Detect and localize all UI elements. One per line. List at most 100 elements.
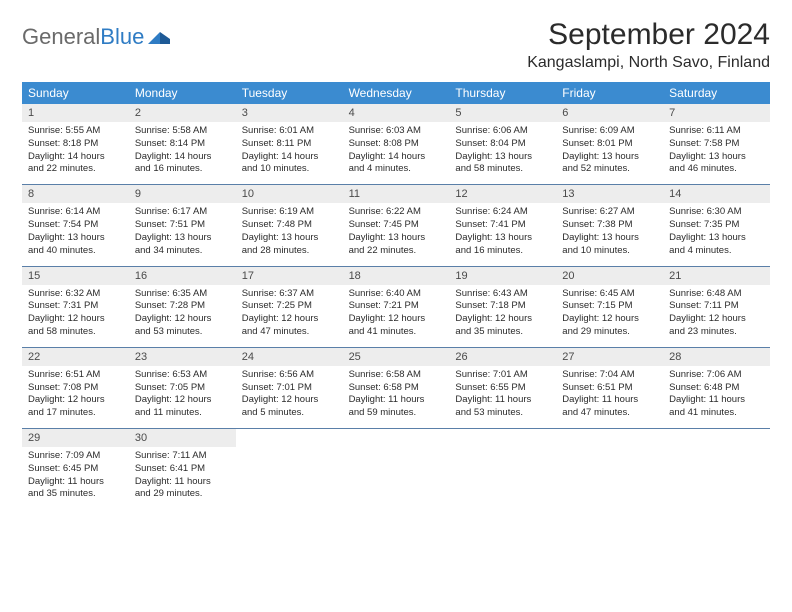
- day-cell: 28Sunrise: 7:06 AMSunset: 6:48 PMDayligh…: [663, 348, 770, 428]
- month-title: September 2024: [527, 18, 770, 52]
- daylight-line-1: Daylight: 11 hours: [135, 476, 230, 489]
- daylight-line-1: Daylight: 14 hours: [135, 151, 230, 164]
- day-body: Sunrise: 7:09 AMSunset: 6:45 PMDaylight:…: [22, 447, 129, 509]
- day-number: 2: [129, 104, 236, 122]
- sunrise-line: Sunrise: 6:35 AM: [135, 288, 230, 301]
- sunset-line: Sunset: 6:41 PM: [135, 463, 230, 476]
- weekday-header: Wednesday: [343, 82, 450, 104]
- day-number: 13: [556, 185, 663, 203]
- day-body: Sunrise: 6:51 AMSunset: 7:08 PMDaylight:…: [22, 366, 129, 428]
- week-row: 15 Sunrise: 6:32 AMSunset: 7:31 PM Dayligh…: [22, 266, 770, 347]
- daylight-line-2: and 29 minutes.: [562, 326, 657, 339]
- day-cell: 1Sunrise: 5:55 AMSunset: 8:18 PMDaylight…: [22, 104, 129, 184]
- day-cell: 8Sunrise: 6:14 AMSunset: 7:54 PMDaylight…: [22, 185, 129, 265]
- sunset-line: Sunset: 6:48 PM: [669, 382, 764, 395]
- day-body: Sunrise: 7:04 AMSunset: 6:51 PMDaylight:…: [556, 366, 663, 428]
- title-block: September 2024 Kangaslampi, North Savo, …: [527, 18, 770, 72]
- sunrise-line: Sunrise: 6:30 AM: [669, 206, 764, 219]
- sunset-line: Sunset: 7:28 PM: [135, 300, 230, 313]
- daylight-line-2: and 58 minutes.: [28, 326, 123, 339]
- day-number: 26: [449, 348, 556, 366]
- day-body: Sunrise: 6:48 AMSunset: 7:11 PMDaylight:…: [663, 285, 770, 347]
- day-cell: 7Sunrise: 6:11 AMSunset: 7:58 PMDaylight…: [663, 104, 770, 184]
- day-number: 25: [343, 348, 450, 366]
- daylight-line-1: Daylight: 11 hours: [349, 394, 444, 407]
- sunset-line: Sunset: 7:54 PM: [28, 219, 123, 232]
- day-number: 3: [236, 104, 343, 122]
- sunrise-line: Sunrise: 6:11 AM: [669, 125, 764, 138]
- day-number: 9: [129, 185, 236, 203]
- sunrise-line: Sunrise: 6:48 AM: [669, 288, 764, 301]
- sunset-line: Sunset: 7:15 PM: [562, 300, 657, 313]
- day-cell: 9Sunrise: 6:17 AMSunset: 7:51 PMDaylight…: [129, 185, 236, 265]
- sunset-line: Sunset: 7:45 PM: [349, 219, 444, 232]
- sunset-line: Sunset: 6:58 PM: [349, 382, 444, 395]
- daylight-line-2: and 16 minutes.: [455, 245, 550, 258]
- daylight-line-2: and 22 minutes.: [349, 245, 444, 258]
- calendar: SundayMondayTuesdayWednesdayThursdayFrid…: [22, 82, 770, 509]
- sunset-line: Sunset: 7:05 PM: [135, 382, 230, 395]
- day-number: 15: [22, 267, 129, 285]
- sunset-line: Sunset: 7:51 PM: [135, 219, 230, 232]
- daylight-line-2: and 17 minutes.: [28, 407, 123, 420]
- day-cell: 23Sunrise: 6:53 AMSunset: 7:05 PMDayligh…: [129, 348, 236, 428]
- sunset-line: Sunset: 7:38 PM: [562, 219, 657, 232]
- sunset-line: Sunset: 8:18 PM: [28, 138, 123, 151]
- daylight-line-1: Daylight: 14 hours: [349, 151, 444, 164]
- day-body: Sunrise: 7:06 AMSunset: 6:48 PMDaylight:…: [663, 366, 770, 428]
- daylight-line-1: Daylight: 12 hours: [349, 313, 444, 326]
- day-cell: 12Sunrise: 6:24 AMSunset: 7:41 PMDayligh…: [449, 185, 556, 265]
- day-number: 16: [129, 267, 236, 285]
- sunrise-line: Sunrise: 6:53 AM: [135, 369, 230, 382]
- day-body: Sunrise: 6:17 AMSunset: 7:51 PMDaylight:…: [129, 203, 236, 265]
- daylight-line-1: Daylight: 12 hours: [135, 394, 230, 407]
- sunset-line: Sunset: 7:08 PM: [28, 382, 123, 395]
- daylight-line-2: and 47 minutes.: [562, 407, 657, 420]
- sunset-line: Sunset: 7:01 PM: [242, 382, 337, 395]
- day-cell: 30Sunrise: 7:11 AMSunset: 6:41 PMDayligh…: [129, 429, 236, 509]
- day-body: Sunrise: 6:37 AMSunset: 7:25 PMDaylight:…: [236, 285, 343, 347]
- sunrise-line: Sunrise: 6:03 AM: [349, 125, 444, 138]
- daylight-line-2: and 41 minutes.: [349, 326, 444, 339]
- daylight-line-1: Daylight: 12 hours: [242, 313, 337, 326]
- daylight-line-2: and 5 minutes.: [242, 407, 337, 420]
- daylight-line-1: Daylight: 13 hours: [135, 232, 230, 245]
- weekday-header: Thursday: [449, 82, 556, 104]
- daylight-line-1: Daylight: 11 hours: [455, 394, 550, 407]
- sunset-line: Sunset: 6:51 PM: [562, 382, 657, 395]
- day-cell: 4Sunrise: 6:03 AMSunset: 8:08 PMDaylight…: [343, 104, 450, 184]
- sunrise-line: Sunrise: 6:14 AM: [28, 206, 123, 219]
- sunrise-line: Sunrise: 5:55 AM: [28, 125, 123, 138]
- daylight-line-1: Daylight: 13 hours: [28, 232, 123, 245]
- sunrise-line: Sunrise: 5:58 AM: [135, 125, 230, 138]
- sunrise-line: Sunrise: 6:51 AM: [28, 369, 123, 382]
- sunrise-line: Sunrise: 6:32 AM: [28, 288, 123, 301]
- sunset-line: Sunset: 7:31 PM: [28, 300, 123, 313]
- day-body: Sunrise: 6:27 AMSunset: 7:38 PMDaylight:…: [556, 203, 663, 265]
- sunrise-line: Sunrise: 6:43 AM: [455, 288, 550, 301]
- sunset-line: Sunset: 8:04 PM: [455, 138, 550, 151]
- sunset-line: Sunset: 7:21 PM: [349, 300, 444, 313]
- day-cell: 18Sunrise: 6:40 AMSunset: 7:21 PMDayligh…: [343, 267, 450, 347]
- day-cell: 27Sunrise: 7:04 AMSunset: 6:51 PMDayligh…: [556, 348, 663, 428]
- day-number: 29: [22, 429, 129, 447]
- daylight-line-2: and 28 minutes.: [242, 245, 337, 258]
- daylight-line-1: Daylight: 12 hours: [669, 313, 764, 326]
- daylight-line-2: and 40 minutes.: [28, 245, 123, 258]
- daylight-line-1: Daylight: 13 hours: [669, 151, 764, 164]
- sunrise-line: Sunrise: 7:11 AM: [135, 450, 230, 463]
- day-cell: 11Sunrise: 6:22 AMSunset: 7:45 PMDayligh…: [343, 185, 450, 265]
- daylight-line-1: Daylight: 11 hours: [562, 394, 657, 407]
- day-body: Sunrise: 6:43 AMSunset: 7:18 PMDaylight:…: [449, 285, 556, 347]
- daylight-line-2: and 23 minutes.: [669, 326, 764, 339]
- sunrise-line: Sunrise: 7:09 AM: [28, 450, 123, 463]
- day-cell: [449, 429, 556, 509]
- sunset-line: Sunset: 8:14 PM: [135, 138, 230, 151]
- sunrise-line: Sunrise: 7:06 AM: [669, 369, 764, 382]
- daylight-line-1: Daylight: 14 hours: [28, 151, 123, 164]
- day-body: Sunrise: 6:45 AMSunset: 7:15 PMDaylight:…: [556, 285, 663, 347]
- day-cell: 15Sunrise: 6:32 AMSunset: 7:31 PMDayligh…: [22, 267, 129, 347]
- daylight-line-2: and 35 minutes.: [28, 488, 123, 501]
- day-cell: 19Sunrise: 6:43 AMSunset: 7:18 PMDayligh…: [449, 267, 556, 347]
- sunrise-line: Sunrise: 6:22 AM: [349, 206, 444, 219]
